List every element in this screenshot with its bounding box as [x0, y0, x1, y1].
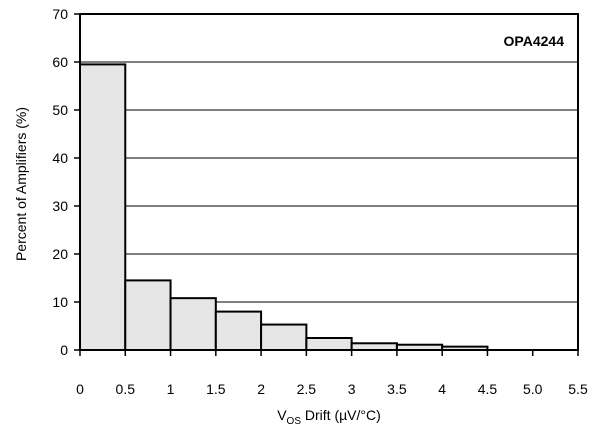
y-tick-label: 20 [52, 246, 68, 262]
x-axis-title-main: V [277, 407, 287, 423]
x-tick-label: 5.5 [568, 381, 588, 397]
chart-annotation: OPA4244 [504, 33, 565, 49]
x-tick-label: 4.5 [478, 381, 498, 397]
x-tick-label: 0 [76, 381, 84, 397]
x-tick-label: 0.5 [116, 381, 136, 397]
y-tick-label: 50 [52, 102, 68, 118]
x-tick-labels: 0 0.5 1 1.5 2 2.5 3 3.5 4 4.5 5.0 5.5 [76, 381, 588, 397]
x-tick-label: 1 [167, 381, 175, 397]
histogram-bar [305, 337, 353, 351]
histogram-bar [350, 342, 398, 351]
histogram-bar [79, 63, 127, 352]
x-axis-title-subscript: OS [287, 416, 302, 427]
y-tick-label: 60 [52, 54, 68, 70]
histogram-bar [124, 279, 172, 351]
histogram-bar [260, 323, 308, 351]
y-tick-labels: 0 10 20 30 40 50 60 70 [52, 6, 68, 358]
y-tick-label: 30 [52, 198, 68, 214]
plot-frame [79, 13, 579, 351]
x-axis-title-rest: Drift (µV/°C) [301, 407, 381, 423]
x-tick-label: 2 [257, 381, 265, 397]
x-axis-title: VOS Drift (µV/°C) [277, 407, 381, 427]
y-tick-label: 70 [52, 6, 68, 22]
gridlines [80, 61, 578, 303]
histogram-bar [169, 297, 217, 352]
histogram-bar [214, 310, 263, 352]
x-tick-label: 3.5 [387, 381, 407, 397]
y-axis-title: Percent of Amplifiers (%) [13, 107, 29, 261]
x-tick-label: 1.5 [206, 381, 226, 397]
y-tick-label: 0 [60, 342, 68, 358]
x-tick-label: 5.0 [523, 381, 543, 397]
x-tick-label: 3 [348, 381, 356, 397]
y-tick-label: 10 [52, 294, 68, 310]
x-tick-label: 4 [438, 381, 446, 397]
bars [79, 63, 489, 352]
y-tick-label: 40 [52, 150, 68, 166]
x-tick-label: 2.5 [297, 381, 317, 397]
